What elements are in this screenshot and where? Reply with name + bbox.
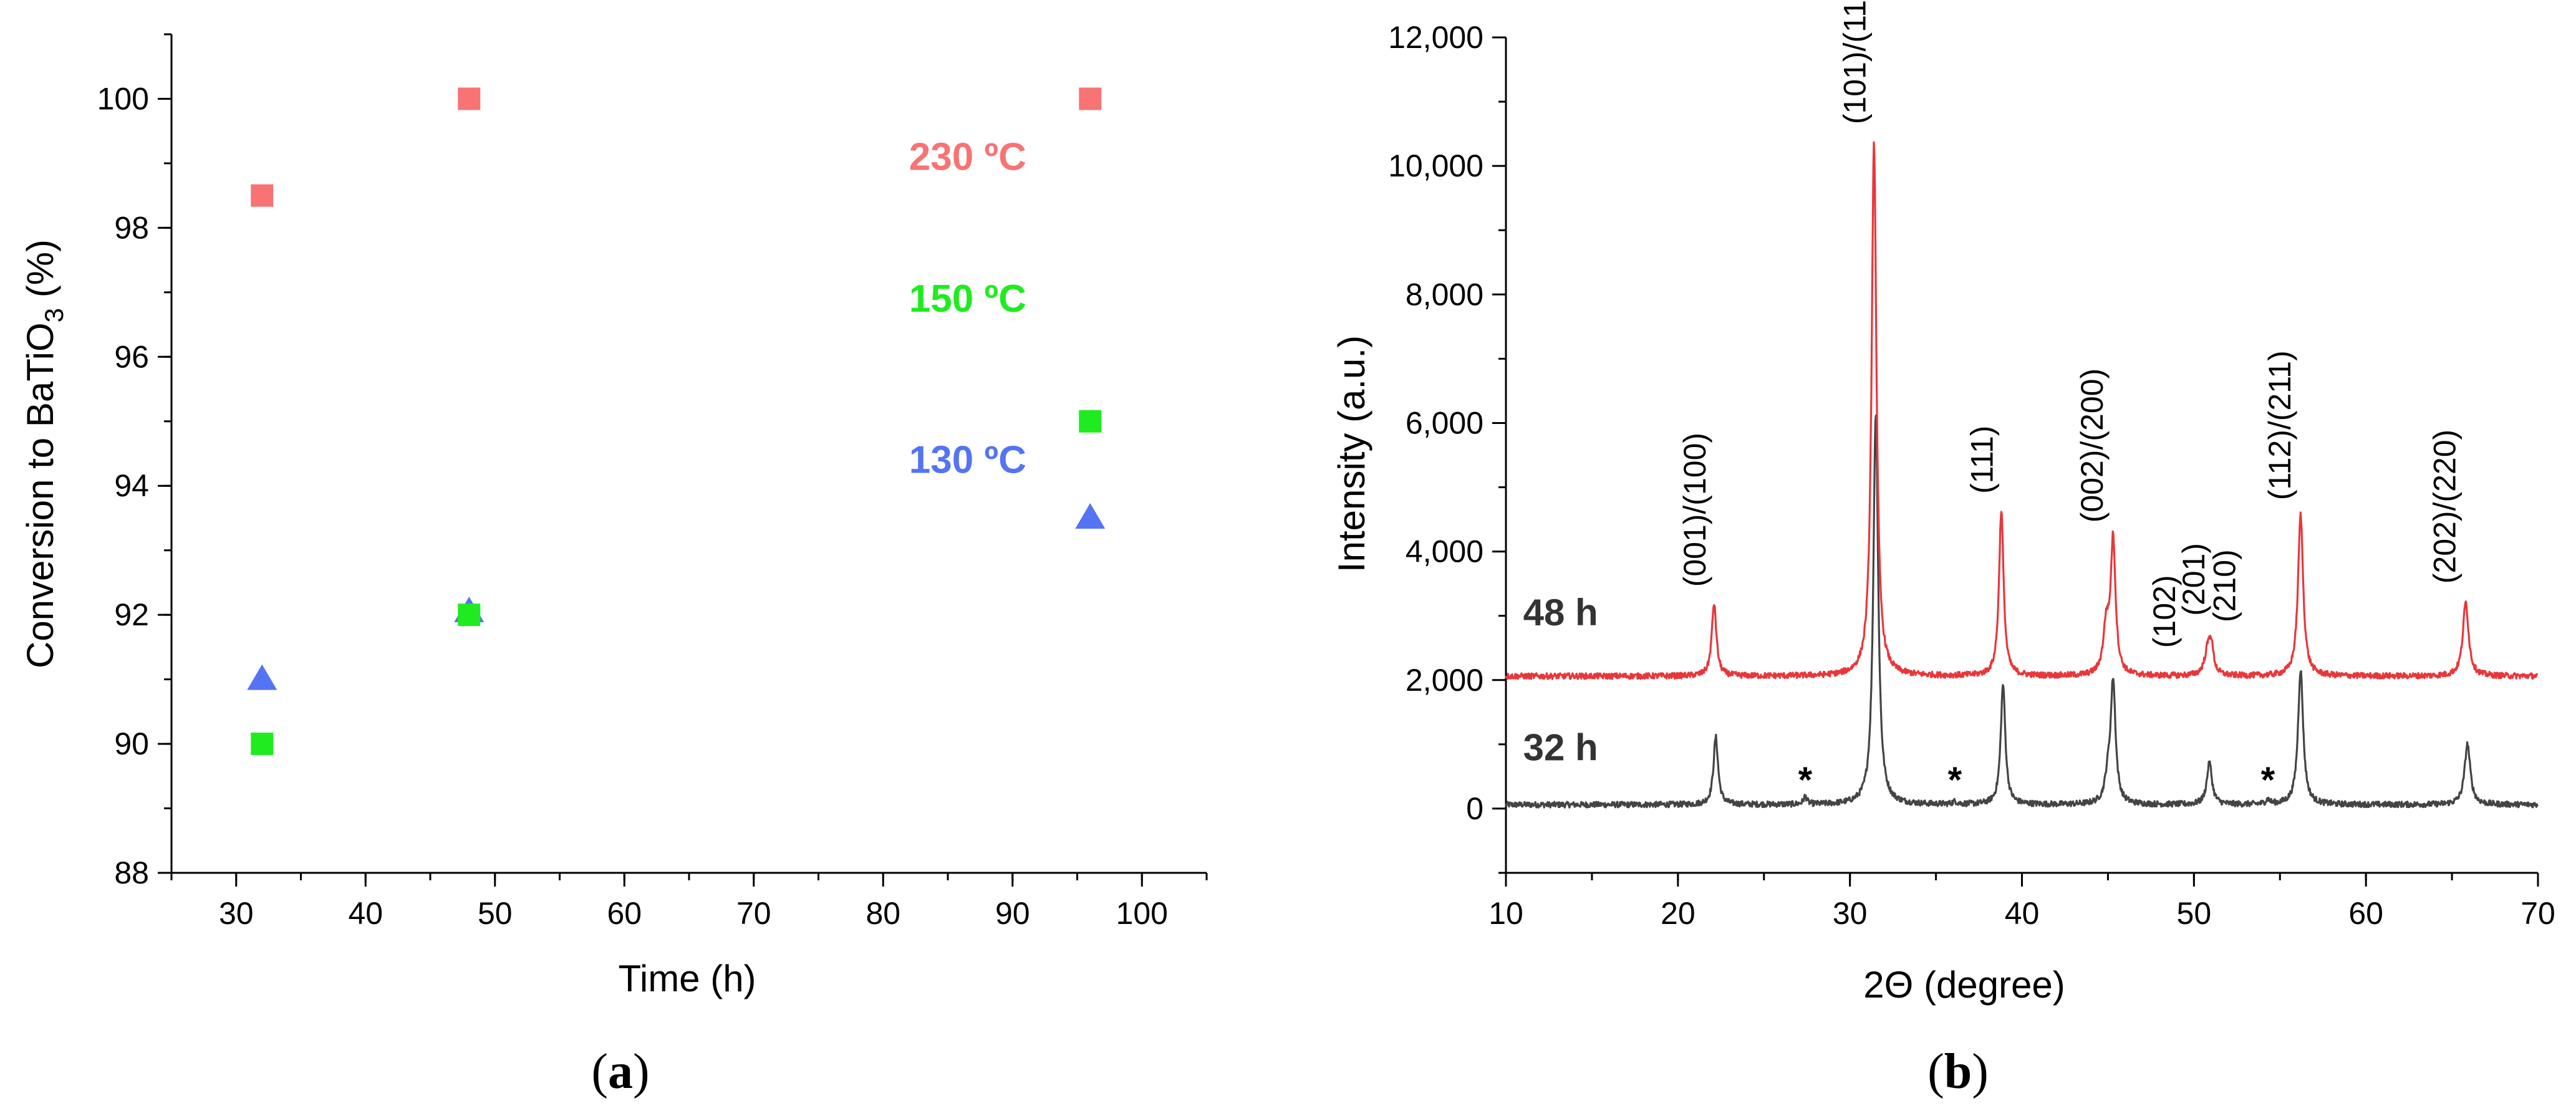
panel-b-x-tick-label: 20	[1661, 896, 1696, 931]
panel-a-point-square	[458, 87, 481, 110]
panel-a-plot-area: 30 40 50 60 70 80 90 100 88 90 92 94 96 98 100 230 ºC 15…	[97, 33, 1208, 931]
panel-b-peak-label: (101)/(110)	[1837, 0, 1872, 124]
panel-b-caption: (b)	[1927, 1044, 1989, 1099]
panel-b-x-axis-title: 2Θ (degree)	[1863, 964, 2065, 1006]
panel-a-point-square	[1079, 87, 1102, 110]
panel-b-y-tick-label: 12,000	[1388, 20, 1483, 55]
panel-a-point-square	[1079, 410, 1102, 433]
panel-b-trace-label: 32 h	[1523, 727, 1598, 769]
panel-b-y-axis-title: Intensity (a.u.)	[1331, 335, 1372, 572]
panel-b-x-tick-label: 70	[2521, 896, 2555, 931]
panel-b-y-tick-label: 10,000	[1388, 148, 1483, 183]
panel-b-y-tick-label: 6,000	[1406, 405, 1483, 440]
panel-b-x-tick-label: 10	[1488, 896, 1523, 931]
panel-b-peak-label: (112)/(211)	[2262, 350, 2297, 500]
panel-b-x-tick-label: 50	[2177, 896, 2212, 931]
panel-b-peak-label: (111)	[1965, 426, 2000, 494]
panel-a-y-tick-label: 96	[114, 339, 149, 374]
panel-b-peak-label: (202)/(220)	[2428, 430, 2463, 584]
panel-b-y-tick-label: 0	[1466, 791, 1483, 826]
panel-b-trace-line	[1505, 141, 2539, 680]
panel-a-temperature-label: 230 ºC	[909, 135, 1026, 178]
panel-b-x-tick-label: 40	[2005, 896, 2040, 931]
panel-b-y-tick-label: 4,000	[1406, 534, 1483, 569]
panel-b-impurity-mark: *	[1798, 760, 1813, 801]
panel-a-x-tick-label: 50	[478, 896, 513, 931]
panel-a-y-axis-title: Conversion to BaTiO3 (%)	[19, 239, 69, 668]
panel-b-peak-label: (001)/(100)	[1677, 433, 1712, 587]
panel-a-temperature-label: 150 ºC	[909, 277, 1026, 320]
panel-a-x-axis-title: Time (h)	[618, 958, 756, 999]
panel-a-x-tick-label: 100	[1116, 896, 1168, 931]
panel-a-point-square	[251, 184, 274, 207]
panel-a-x-tick-label: 60	[607, 896, 642, 931]
panel-a-scatter-chart: 30 40 50 60 70 80 90 100 88 90 92 94 96 98 100 230 ºC 15…	[19, 33, 1208, 1099]
panel-a-point-square	[251, 733, 274, 756]
panel-b-peak-label: (002)/(200)	[2075, 368, 2110, 522]
panel-b-plot-area: 10 20 30 40 50 60 70 0 2,000 4,000 6,000 8,000 10,00…	[1388, 0, 2555, 931]
panel-a-point-triangle	[247, 664, 277, 690]
panel-b-peak-label: (201)	[2176, 543, 2211, 616]
panel-b-peak-label: (102)	[2147, 575, 2182, 648]
panel-b-trace-label: 48 h	[1523, 592, 1598, 633]
panel-a-temperature-label: 130 ºC	[909, 439, 1026, 482]
panel-b-trace-line	[1505, 414, 2539, 809]
panel-b-y-tick-label: 8,000	[1406, 277, 1483, 312]
panel-a-x-tick-label: 70	[736, 896, 771, 931]
panel-b-y-tick-label: 2,000	[1406, 663, 1483, 698]
panel-a-x-tick-label: 30	[219, 896, 254, 931]
panel-a-y-tick-label: 90	[114, 726, 149, 761]
panel-a-x-tick-label: 80	[866, 896, 900, 931]
panel-b-impurity-mark: *	[1948, 760, 1962, 801]
panel-b-x-tick-label: 60	[2348, 896, 2383, 931]
panel-a-y-tick-label: 88	[114, 855, 149, 890]
panel-a-y-tick-label: 98	[114, 210, 149, 245]
panel-a-point-square	[458, 604, 481, 627]
panel-a-x-tick-label: 40	[348, 896, 383, 931]
panel-a-y-tick-label: 100	[97, 81, 149, 116]
panel-b-xrd-chart: 10 20 30 40 50 60 70 0 2,000 4,000 6,000 8,000 10,00…	[1331, 0, 2555, 1099]
panel-a-x-tick-label: 90	[995, 896, 1030, 931]
panel-b-x-tick-label: 30	[1833, 896, 1868, 931]
panel-a-point-triangle	[1075, 503, 1106, 529]
panel-a-y-tick-label: 94	[114, 468, 149, 503]
panel-a-caption: (a)	[591, 1044, 649, 1099]
panel-a-y-tick-label: 92	[114, 597, 149, 632]
panel-b-peak-label: (210)	[2207, 549, 2242, 622]
panel-b-impurity-mark: *	[2261, 760, 2275, 801]
